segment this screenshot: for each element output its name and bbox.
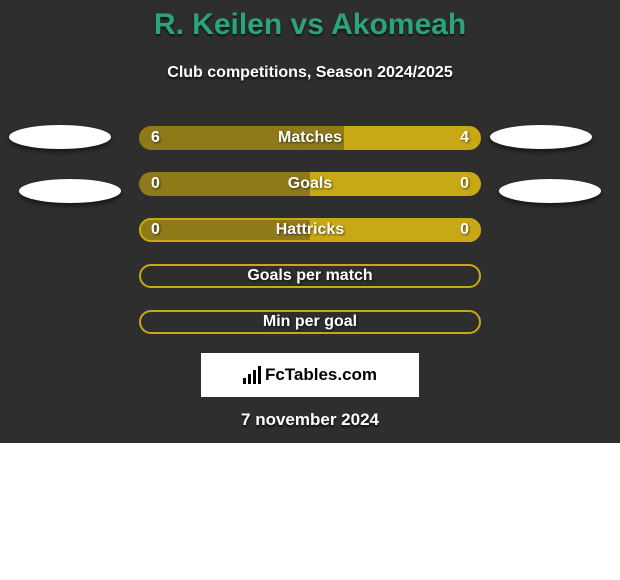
bar-right xyxy=(310,172,481,196)
stat-value-left: 0 xyxy=(151,175,160,193)
stat-row: Min per goal xyxy=(139,310,481,334)
bars-icon xyxy=(243,366,261,384)
stage: R. Keilen vs Akomeah Club competitions, … xyxy=(0,0,620,580)
stat-value-right: 0 xyxy=(460,221,469,239)
player-left-marker-1 xyxy=(9,125,111,149)
stat-value-right: 0 xyxy=(460,175,469,193)
row-outline xyxy=(139,264,481,288)
bar-left xyxy=(139,172,310,196)
stat-label: Goals per match xyxy=(139,267,481,285)
row-outline xyxy=(139,310,481,334)
stat-value-left: 6 xyxy=(151,129,160,147)
bar-right xyxy=(310,218,481,242)
bar-left xyxy=(139,126,344,150)
player-right-marker-2 xyxy=(499,179,601,203)
stat-row: Goals00 xyxy=(139,172,481,196)
date-text: 7 november 2024 xyxy=(0,410,620,430)
fctables-logo: FcTables.com xyxy=(201,353,419,397)
player-right-marker-1 xyxy=(490,125,592,149)
stat-value-right: 4 xyxy=(460,129,469,147)
logo-inner: FcTables.com xyxy=(243,365,377,385)
stat-row: Goals per match xyxy=(139,264,481,288)
stat-label: Min per goal xyxy=(139,313,481,331)
logo-text: FcTables.com xyxy=(265,365,377,385)
bar-left xyxy=(139,218,310,242)
player-left-marker-2 xyxy=(19,179,121,203)
stat-row: Matches64 xyxy=(139,126,481,150)
comparison-panel: R. Keilen vs Akomeah Club competitions, … xyxy=(0,0,620,443)
page-title: R. Keilen vs Akomeah xyxy=(0,8,620,42)
stat-value-left: 0 xyxy=(151,221,160,239)
stat-row: Hattricks00 xyxy=(139,218,481,242)
page-subtitle: Club competitions, Season 2024/2025 xyxy=(0,64,620,82)
